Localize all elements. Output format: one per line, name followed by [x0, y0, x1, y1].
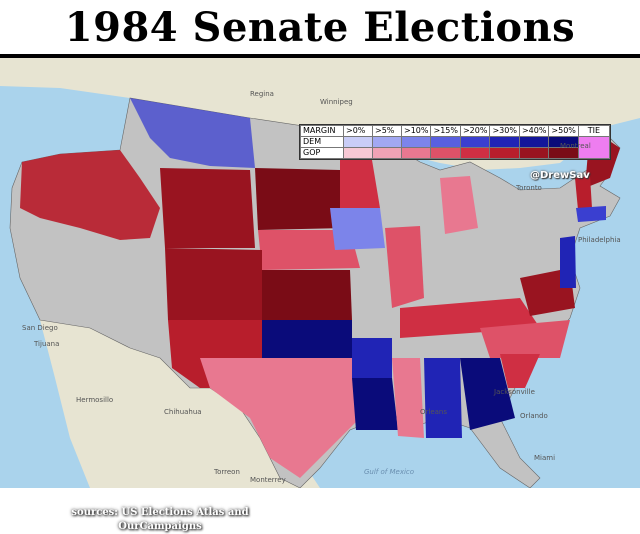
- legend-gop-swatch-6: [518, 147, 550, 159]
- region-montana: [130, 98, 255, 168]
- legend-gop-swatch-4: [459, 147, 491, 159]
- region-texas: [200, 358, 360, 478]
- region-south-dakota: [255, 168, 345, 230]
- place-label-torreon: Torreon: [214, 468, 240, 476]
- legend-dem-swatch-4: [459, 136, 491, 148]
- region-kansas: [262, 270, 352, 320]
- region-louisiana: [352, 378, 398, 430]
- region-michigan: [440, 176, 478, 234]
- legend-margin-1: >5%: [372, 125, 402, 137]
- region-south-carolina: [500, 354, 540, 388]
- sources-line-2: OurCampaigns: [118, 521, 202, 532]
- legend-dem-swatch-3: [430, 136, 461, 148]
- legend-dem-swatch-2: [400, 136, 432, 148]
- region-arkansas: [352, 338, 392, 378]
- place-label-montreal: Montreal: [560, 142, 591, 150]
- legend-gop-label: GOP: [300, 147, 344, 159]
- place-label-orleans: Orleans: [420, 408, 448, 416]
- region-iowa: [330, 208, 385, 250]
- place-label-toronto: Toronto: [516, 184, 542, 192]
- margin-legend: MARGIN >0% >5% >10% >15% >20% >30% >40% …: [299, 124, 611, 160]
- legend-margin-3: >15%: [430, 125, 461, 137]
- place-label-miami: Miami: [534, 454, 556, 462]
- region-north-carolina: [480, 320, 570, 358]
- author-credit: @DrewSav: [530, 170, 590, 181]
- place-label-philadelphia: Philadelphia: [578, 236, 621, 244]
- place-label-jacksonville: Jacksonville: [494, 388, 535, 396]
- place-label-regina: Regina: [250, 90, 274, 98]
- legend-margin-6: >40%: [518, 125, 550, 137]
- region-oklahoma: [262, 320, 352, 358]
- legend-gop-swatch-1: [372, 147, 402, 159]
- legend-dem-label: DEM: [300, 136, 344, 148]
- title-divider: [0, 54, 640, 58]
- legend-margin-0: >0%: [343, 125, 373, 137]
- sources-line-1: sources: US Elections Atlas and: [71, 507, 249, 518]
- mexico-landmass: [40, 320, 320, 488]
- legend-dem-swatch-6: [518, 136, 550, 148]
- place-label-gulf-of-mexico: Gulf of Mexico: [364, 468, 415, 476]
- sources-caption: sources: US Elections Atlas and OurCampa…: [60, 506, 260, 534]
- place-label-san-diego: San Diego: [22, 324, 58, 332]
- legend-dem-swatch-5: [489, 136, 520, 148]
- region-colorado: [165, 248, 262, 320]
- legend-header-row: MARGIN >0% >5% >10% >15% >20% >30% >40% …: [300, 125, 610, 137]
- region-illinois: [385, 226, 424, 308]
- legend-dem-row: DEM: [300, 136, 610, 159]
- region-massachusetts: [576, 206, 606, 222]
- region-mississippi: [392, 358, 424, 438]
- legend-header-label: MARGIN: [300, 125, 344, 137]
- legend-tie-label: TIE: [577, 125, 610, 137]
- region-new-jersey-delaware: [560, 236, 576, 288]
- place-label-tijuana: Tijuana: [34, 340, 60, 348]
- legend-gop-row: GOP: [300, 147, 610, 159]
- legend-margin-7: >50%: [548, 125, 579, 137]
- legend-margin-4: >20%: [459, 125, 491, 137]
- legend-gop-swatch-0: [343, 147, 373, 159]
- region-new-hampshire: [575, 176, 592, 210]
- legend-gop-swatch-7: [548, 147, 579, 159]
- legend-margin-5: >30%: [489, 125, 520, 137]
- legend-dem-swatch-1: [372, 136, 402, 148]
- region-alabama: [424, 358, 462, 438]
- legend-tie-swatch: [577, 136, 610, 159]
- place-label-hermosillo: Hermosillo: [76, 396, 114, 404]
- map-canvas: [0, 58, 640, 488]
- region-wyoming: [160, 168, 255, 248]
- place-label-winnipeg: Winnipeg: [320, 98, 353, 106]
- map-area: MARGIN >0% >5% >10% >15% >20% >30% >40% …: [0, 58, 640, 532]
- title-bar: 1984 Senate Elections: [0, 0, 640, 54]
- legend-gop-swatch-3: [430, 147, 461, 159]
- legend-margin-2: >10%: [400, 125, 432, 137]
- legend-table: MARGIN >0% >5% >10% >15% >20% >30% >40% …: [300, 125, 610, 159]
- region-oregon-idaho: [20, 150, 160, 240]
- page-title: 1984 Senate Elections: [64, 3, 576, 51]
- legend-dem-swatch-0: [343, 136, 373, 148]
- place-label-chihuahua: Chihuahua: [164, 408, 202, 416]
- region-georgia: [460, 358, 515, 430]
- place-label-monterrey: Monterrey: [250, 476, 286, 484]
- legend-gop-swatch-2: [400, 147, 432, 159]
- place-label-orlando: Orlando: [520, 412, 548, 420]
- legend-gop-swatch-5: [489, 147, 520, 159]
